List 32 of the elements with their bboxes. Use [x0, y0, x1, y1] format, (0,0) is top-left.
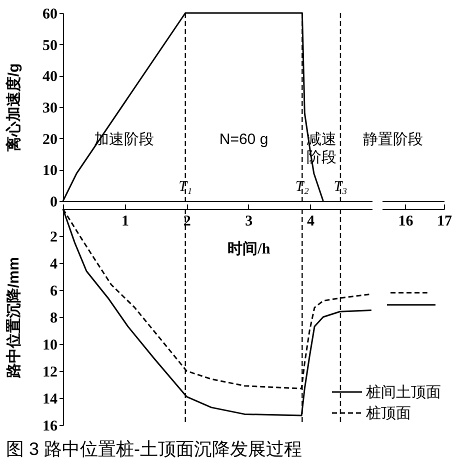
text: 图 3 路中位置桩-土顶面沉降发展过程 [6, 439, 302, 459]
annotation: N=60 g [219, 130, 268, 148]
y-tick-label: 14 [42, 392, 58, 408]
y-tick-label: 0 [50, 194, 58, 210]
ref-line-label: T₁ [178, 179, 192, 195]
y-tick-label: 4 [50, 256, 58, 272]
x-tick-label: 2 [183, 214, 191, 230]
x-tick-label: 4 [306, 214, 315, 230]
y-axis-title: 离心加速度/g [4, 63, 22, 153]
x-tick-label: 1 [122, 214, 130, 230]
legend-label: 桩间土顶面 [365, 384, 441, 401]
y-tick-label: 60 [42, 6, 58, 22]
y-tick-label: 50 [42, 38, 58, 54]
y-tick-label: 40 [42, 69, 58, 86]
x-axis-title: 时间/h [228, 240, 271, 258]
y-tick-label: 2 [50, 230, 58, 246]
y-tick-label: 30 [42, 100, 58, 116]
y-tick-label: 8 [50, 310, 58, 326]
annotation: 静置阶段 [363, 130, 423, 148]
y-tick-label: 10 [42, 163, 58, 180]
y-tick-label: 20 [42, 132, 58, 148]
ref-line-label: T₂ [295, 179, 309, 195]
ref-line-label: T₃ [334, 179, 348, 195]
y-tick-label: 16 [42, 418, 58, 434]
y-tick-label: 10 [42, 338, 58, 354]
x-tick-label: 3 [245, 214, 253, 230]
x-tick-label: 16 [398, 214, 414, 230]
legend-label: 桩顶面 [365, 405, 411, 422]
y-axis-title: 路中位置沉降/mm [6, 257, 22, 379]
y-tick-label: 12 [42, 364, 58, 380]
y-tick-label: 6 [50, 284, 58, 300]
x-tick-label: 17 [437, 214, 452, 230]
